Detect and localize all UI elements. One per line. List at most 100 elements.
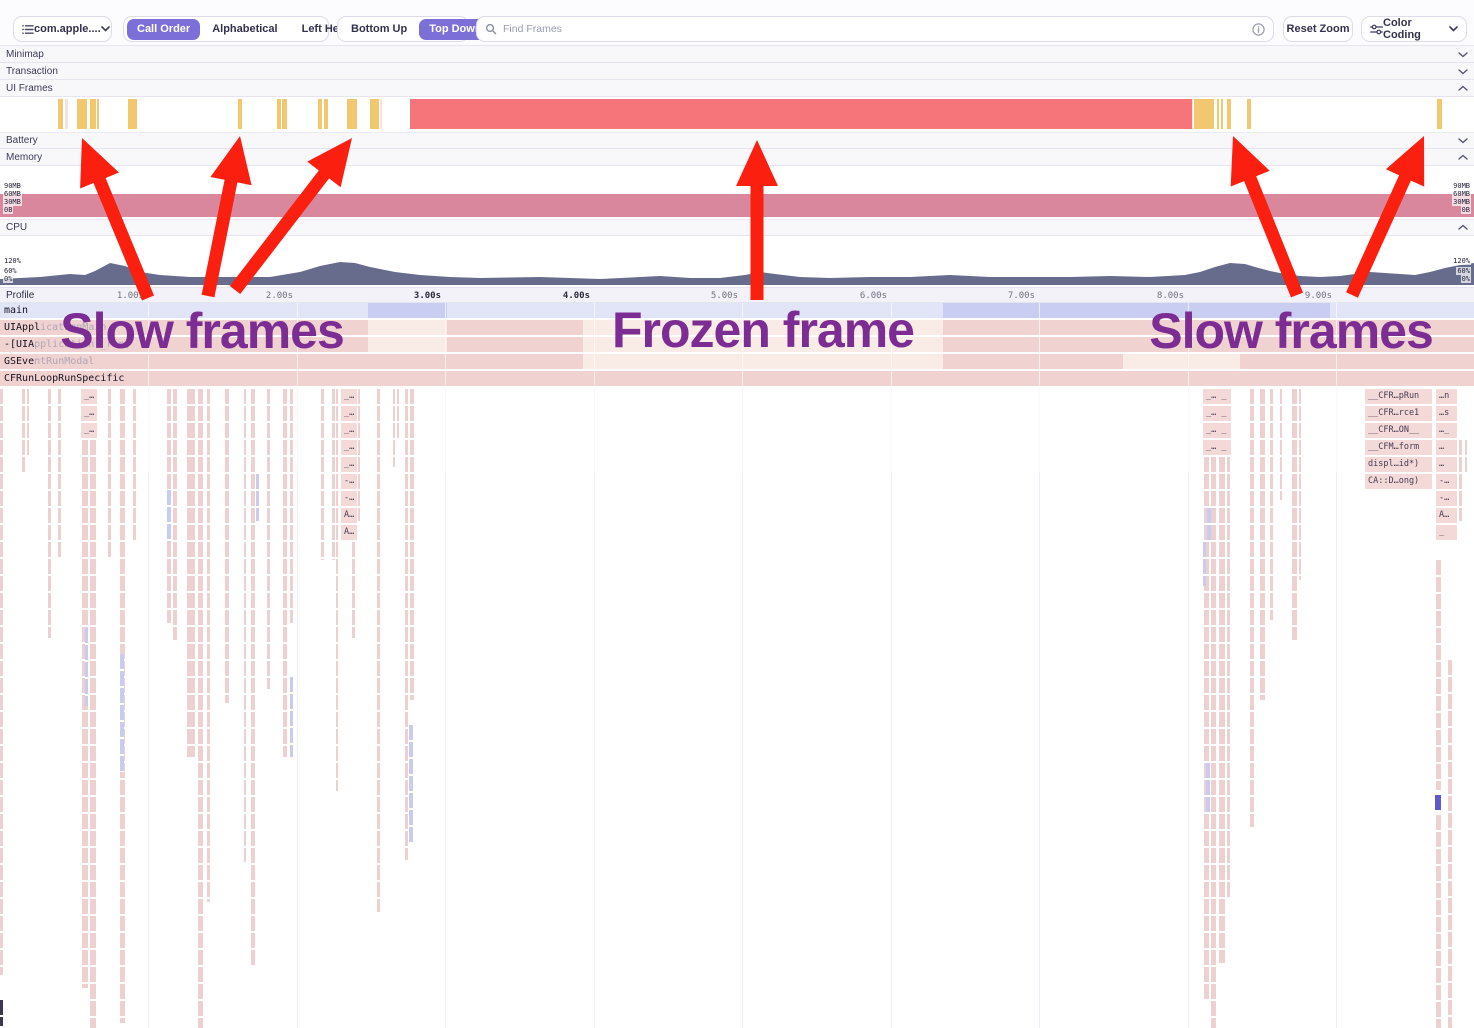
slow-frame-bar[interactable] — [128, 99, 133, 129]
section-label-minimap: Minimap — [6, 49, 44, 60]
flame-frame-bar[interactable]: _… _ — [1203, 406, 1231, 421]
flame-frame-bar[interactable]: __CFR…pRun — [1365, 389, 1432, 404]
slow-frame-bar[interactable] — [90, 99, 96, 129]
flame-row-label: UIApplicationMain — [4, 321, 107, 333]
time-gridline-break — [742, 303, 743, 473]
flame-frame-bar[interactable]: …s — [1436, 406, 1457, 421]
slow-frame-bar[interactable] — [1247, 99, 1251, 129]
flame-frame-bar[interactable]: -… — [1436, 491, 1457, 506]
flame-frame-bar[interactable]: _… — [81, 406, 97, 421]
flame-row-label: main — [4, 304, 29, 316]
slow-frame-bar[interactable] — [58, 99, 63, 129]
flame-frame-bar[interactable]: …n — [1436, 389, 1457, 404]
flame-row-label: CFRunLoopRunSpecific — [4, 372, 125, 384]
info-icon[interactable] — [1252, 22, 1265, 36]
flame-strip — [267, 389, 270, 689]
flame-frame-bar[interactable]: _… _ — [1203, 440, 1231, 455]
flame-strip — [409, 725, 413, 843]
flame-row-cfrunlooprunspecific[interactable]: CFRunLoopRunSpecific — [0, 371, 1474, 386]
profile-dropdown[interactable]: com.apple.... — [13, 16, 112, 42]
flame-frame-bar[interactable]: …_ — [1436, 423, 1457, 438]
flame-strip — [1227, 457, 1230, 897]
cpu-axis-label-left: 60% — [3, 267, 18, 275]
flame-row-gseventrunmodal[interactable]: GSEventRunModal — [0, 354, 1474, 369]
flame-frame-bar[interactable]: A… — [341, 508, 357, 523]
flame-frame-bar[interactable]: __CFR…rce1 — [1365, 406, 1432, 421]
flame-frame-bar[interactable]: displ…id*) — [1365, 457, 1432, 472]
slow-frame-bar[interactable] — [370, 99, 379, 129]
slow-frame-bar[interactable] — [77, 99, 87, 129]
direction-group: Bottom Up Top Down — [337, 16, 492, 42]
slow-frame-bar[interactable] — [97, 99, 99, 129]
slow-frame-bar[interactable] — [347, 99, 357, 129]
flame-frame-bar[interactable]: _ — [1436, 525, 1457, 540]
flame-frame-bar[interactable]: -… — [341, 474, 357, 489]
section-header-minimap[interactable]: Minimap — [0, 46, 1474, 63]
flame-frame-bar[interactable]: … — [1436, 440, 1457, 455]
call-order-button[interactable]: Call Order — [127, 18, 201, 40]
flame-strip — [1465, 440, 1467, 473]
time-tick-label: 1.00s — [116, 291, 144, 301]
slow-frame-bar[interactable] — [1227, 99, 1231, 129]
section-header-memory[interactable]: Memory — [0, 149, 1474, 166]
flame-frame-bar[interactable]: A… — [341, 525, 357, 540]
slow-frame-bar[interactable] — [324, 99, 328, 129]
flame-frame-bar[interactable]: -… — [341, 491, 357, 506]
flame-frame-bar[interactable]: _… — [81, 389, 97, 404]
flame-strip — [393, 389, 395, 467]
flame-row-main[interactable]: main — [0, 303, 1474, 318]
section-header-transaction[interactable]: Transaction — [0, 63, 1474, 80]
slow-frame-bar[interactable] — [1194, 99, 1214, 129]
slow-frame-bar[interactable] — [133, 99, 137, 129]
flame-frame-bar[interactable]: _… — [341, 457, 357, 472]
slow-frame-bar[interactable] — [282, 99, 287, 129]
time-gridline — [445, 388, 446, 1028]
slow-frame-bar[interactable] — [1221, 99, 1223, 129]
flame-frame-bar[interactable]: _… _ — [1203, 389, 1231, 404]
cpu-axis-label-right: 120% — [1452, 257, 1471, 265]
frozen-frame-bar[interactable] — [410, 99, 1192, 129]
flame-strip — [1206, 763, 1210, 812]
flame-strip — [1260, 389, 1265, 700]
flame-frame-bar[interactable]: __CFM…form — [1365, 440, 1432, 455]
memory-axis-label-right: 0B — [1460, 206, 1471, 214]
slow-frame-bar[interactable] — [238, 99, 242, 129]
flame-frame-bar[interactable]: -… — [1436, 474, 1457, 489]
flame-frame-bar[interactable]: _… _ — [1203, 423, 1231, 438]
slow-frame-bar[interactable] — [1217, 99, 1219, 129]
section-header-cpu[interactable]: CPU — [0, 219, 1474, 236]
section-header-ui-frames[interactable]: UI Frames — [0, 80, 1474, 97]
flame-frame-bar[interactable]: … — [1436, 457, 1457, 472]
toolbar: com.apple.... Call Order Alphabetical Le… — [0, 0, 1474, 46]
search-input[interactable]: Find Frames — [476, 16, 1274, 42]
flame-row--uiapplication-run-[interactable]: -[UIApplication _run] — [0, 337, 1474, 352]
flame-frame-bar[interactable]: _… — [341, 406, 357, 421]
flame-strip — [207, 389, 210, 902]
flame-frame-bar[interactable]: __CFR…ON__ — [1365, 423, 1432, 438]
chevron-up-icon — [1458, 153, 1468, 164]
flame-frame-bar[interactable]: A… — [1436, 508, 1457, 523]
top-down-button[interactable]: Top Down — [419, 18, 492, 40]
search-placeholder: Find Frames — [503, 23, 562, 35]
slow-frame-bar[interactable] — [1437, 99, 1442, 129]
flame-frame-bar[interactable]: _… — [341, 440, 357, 455]
alphabetical-button[interactable]: Alphabetical — [212, 23, 278, 35]
cpu-axis-label-right: 60% — [1456, 267, 1471, 275]
reset-zoom-button[interactable]: Reset Zoom — [1283, 16, 1353, 42]
slow-frame-bar[interactable] — [318, 99, 322, 129]
color-coding-button[interactable]: Color Coding — [1361, 16, 1467, 42]
flame-row-uiapplicationmain[interactable]: UIApplicationMain — [0, 320, 1474, 335]
time-gridline-break — [1336, 303, 1337, 473]
slow-frame-bar[interactable] — [277, 99, 281, 129]
flame-frame-bar[interactable]: CA::D…ong) — [1365, 474, 1432, 489]
time-gridline — [742, 388, 743, 1028]
flame-frame-bar[interactable]: _… — [341, 389, 357, 404]
flame-frame-bar[interactable]: _… — [341, 423, 357, 438]
memory-axis-label-left: 60MB — [3, 190, 22, 198]
flame-strip — [27, 389, 29, 455]
section-header-battery[interactable]: Battery — [0, 132, 1474, 149]
chevron-up-icon — [1458, 223, 1468, 234]
bottom-up-button[interactable]: Bottom Up — [351, 23, 408, 35]
flame-frame-bar[interactable]: _… — [81, 423, 97, 438]
